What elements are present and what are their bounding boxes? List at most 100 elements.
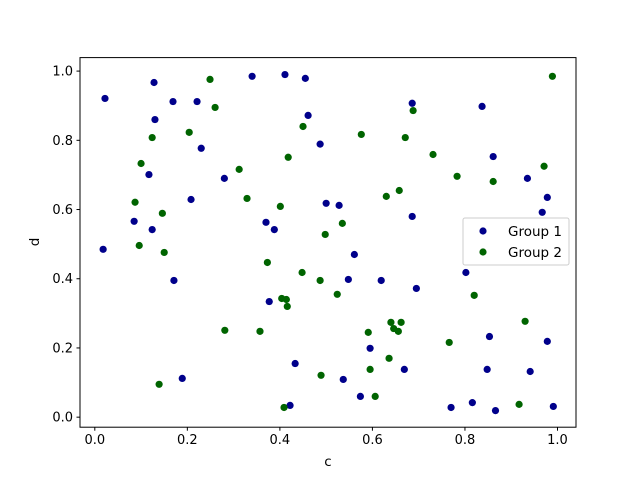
point-group-2 <box>548 72 557 80</box>
point-group-1 <box>350 250 358 259</box>
point-group-2 <box>371 392 379 400</box>
point-group-1 <box>270 225 278 234</box>
legend-marker-group-2 <box>479 248 487 256</box>
point-group-1 <box>197 144 205 152</box>
point-group-2 <box>445 338 453 347</box>
point-group-1 <box>408 99 416 107</box>
point-group-1 <box>178 374 186 383</box>
point-group-2 <box>137 159 145 168</box>
y-axis-ticks: 0.0 0.2 0.4 0.6 0.8 1.0 <box>52 65 80 426</box>
legend-label-group-1: Group 1 <box>508 224 562 240</box>
point-group-2 <box>283 302 291 311</box>
point-group-1 <box>526 367 534 376</box>
point-group-2 <box>280 403 288 412</box>
x-tick-label: 0.4 <box>270 433 291 448</box>
point-group-2 <box>263 258 271 267</box>
point-group-2 <box>470 291 478 299</box>
point-group-1 <box>356 392 364 400</box>
point-group-1 <box>543 193 551 202</box>
point-group-2 <box>221 326 229 334</box>
point-group-1 <box>151 115 159 124</box>
point-group-2 <box>317 371 325 379</box>
point-group-2 <box>282 295 290 304</box>
point-group-2 <box>387 318 395 326</box>
legend: Group 1 Group 2 <box>462 217 570 266</box>
point-group-1 <box>193 97 201 106</box>
point-group-1 <box>148 225 156 234</box>
point-group-1 <box>248 72 256 80</box>
point-group-1 <box>412 284 420 293</box>
point-group-1 <box>130 217 138 225</box>
legend-marker-group-1 <box>479 227 487 235</box>
point-group-1 <box>447 403 455 412</box>
point-group-1 <box>462 268 470 277</box>
legend-label-group-2: Group 2 <box>508 245 562 261</box>
point-group-1 <box>523 174 532 182</box>
axes-frame <box>79 57 577 428</box>
point-group-2 <box>394 327 402 335</box>
point-group-2 <box>155 380 163 388</box>
point-group-1 <box>344 275 352 284</box>
point-group-1 <box>478 102 486 110</box>
point-group-2 <box>298 268 306 277</box>
point-group-2 <box>321 230 329 239</box>
point-group-2 <box>316 276 324 285</box>
point-group-1 <box>543 337 551 345</box>
point-group-2 <box>211 103 219 112</box>
x-tick-label: 0.6 <box>362 433 383 448</box>
point-group-1 <box>408 212 416 221</box>
point-group-1 <box>220 174 228 182</box>
x-axis-ticks: 0.0 0.2 0.4 0.6 0.8 1.0 <box>84 427 568 448</box>
point-group-1 <box>366 344 374 352</box>
y-tick-label: 1.0 <box>52 65 73 80</box>
point-group-1 <box>489 152 497 161</box>
x-tick-label: 0.2 <box>177 433 198 448</box>
point-group-1 <box>99 245 107 253</box>
point-group-2 <box>540 162 548 170</box>
point-group-1 <box>335 201 343 209</box>
point-group-2 <box>357 130 365 139</box>
point-group-1 <box>468 399 476 407</box>
x-tick-label: 0.8 <box>455 433 476 448</box>
point-group-2 <box>521 317 529 325</box>
point-group-1 <box>304 111 312 119</box>
point-group-1 <box>483 365 491 374</box>
point-group-2 <box>284 153 292 161</box>
point-group-1 <box>281 70 289 79</box>
y-tick-label: 0.2 <box>52 341 73 356</box>
x-tick-label: 0.0 <box>84 433 105 448</box>
point-group-2 <box>385 354 393 362</box>
point-group-2 <box>158 209 166 217</box>
point-group-2 <box>256 327 264 335</box>
point-group-1 <box>101 94 109 103</box>
point-group-1 <box>491 406 500 415</box>
point-group-2 <box>206 75 214 84</box>
point-group-1 <box>169 97 177 106</box>
point-group-2 <box>409 106 417 115</box>
point-group-1 <box>549 402 557 411</box>
point-group-1 <box>485 332 494 341</box>
point-group-1 <box>187 195 195 204</box>
point-group-1 <box>538 208 546 216</box>
point-group-1 <box>145 170 153 179</box>
y-tick-label: 0.6 <box>52 203 73 218</box>
point-group-1 <box>339 375 347 384</box>
point-group-2 <box>382 192 390 200</box>
point-group-2 <box>276 202 284 211</box>
point-group-2 <box>366 365 374 374</box>
point-group-1 <box>265 297 273 306</box>
point-group-1 <box>400 365 408 374</box>
y-tick-label: 0.0 <box>52 411 73 426</box>
y-axis-label: d <box>27 238 43 247</box>
point-group-2 <box>148 133 156 142</box>
point-group-1 <box>316 140 324 148</box>
point-group-2 <box>489 177 497 186</box>
point-group-2 <box>429 150 437 159</box>
y-tick-label: 0.4 <box>52 272 73 287</box>
point-group-1 <box>377 276 385 285</box>
point-group-2 <box>401 133 409 142</box>
legend-box <box>462 217 570 266</box>
point-group-2 <box>131 198 139 206</box>
point-group-1 <box>322 199 330 207</box>
